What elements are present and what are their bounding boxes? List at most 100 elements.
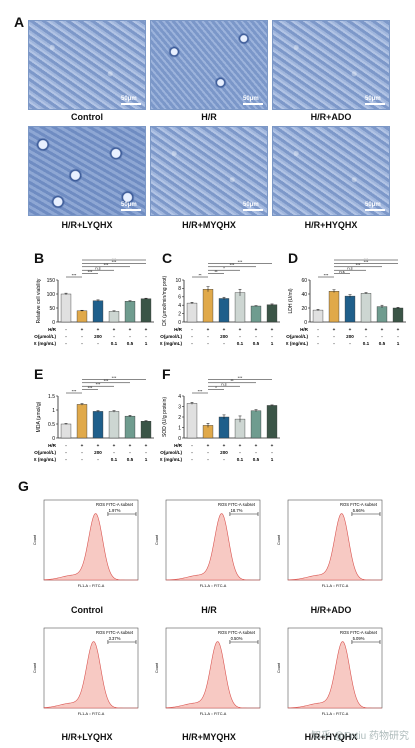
scale-bar: 50μm	[365, 96, 385, 105]
y-axis-title: Count	[155, 662, 159, 673]
group-cell: -	[191, 457, 193, 462]
group-cell: 200	[346, 334, 354, 339]
bar	[344, 295, 356, 323]
y-tick-label: 8	[178, 286, 181, 292]
group-row-label: H/R	[300, 327, 309, 332]
bar	[140, 421, 152, 439]
group-cell: +	[129, 327, 132, 332]
bar	[186, 403, 198, 439]
bar	[186, 302, 198, 323]
gate-title: ROS FITC-A subset	[340, 630, 378, 635]
group-cell: -	[65, 327, 67, 332]
bar	[312, 309, 324, 323]
y-tick-label: 40	[301, 292, 307, 298]
bar	[140, 298, 152, 323]
group-cell: -	[317, 334, 319, 339]
bar	[250, 305, 262, 323]
group-row-label: YQHX (mg/mL)	[34, 457, 56, 462]
group-cell: +	[397, 327, 400, 332]
gate-percentage: 0.50%	[231, 636, 243, 641]
gate-percentage: 5.66%	[353, 508, 365, 513]
group-cell: -	[381, 334, 383, 339]
group-cell: 0.1	[237, 341, 244, 346]
bar	[124, 301, 136, 323]
group-cell: -	[271, 334, 273, 339]
group-cell: +	[145, 443, 148, 448]
significance-label: ***	[230, 262, 235, 267]
group-cell: -	[239, 334, 241, 339]
group-cell: -	[333, 341, 335, 346]
group-cell: +	[129, 443, 132, 448]
significance-label: n.s	[95, 266, 100, 271]
y-tick-label: 1.5	[48, 394, 55, 400]
significance-label: ***	[364, 258, 369, 260]
y-tick-label: 2	[178, 415, 181, 421]
x-axis-title: FL1-A :: FITC-A	[78, 712, 105, 716]
y-tick-label: 0	[178, 320, 181, 326]
group-row-label: H/R	[174, 327, 183, 332]
bar	[328, 291, 340, 323]
y-tick-label: 1	[178, 425, 181, 431]
group-cell: 200	[94, 450, 102, 455]
group-cell: +	[365, 327, 368, 332]
y-tick-label: 4	[178, 303, 181, 309]
micrograph-hr-lyqhx: 50μm	[28, 126, 146, 216]
significance-label: ***	[112, 259, 117, 264]
y-tick-label: 0.5	[48, 422, 55, 428]
group-cell: -	[223, 457, 225, 462]
bar	[392, 307, 404, 323]
y-axis-title: Count	[277, 662, 281, 673]
group-cell: -	[191, 450, 193, 455]
panel-letter-d: D	[288, 250, 299, 266]
group-cell: +	[145, 327, 148, 332]
panel-letter-b: B	[34, 250, 45, 266]
gate-percentage: 18.7%	[231, 508, 243, 513]
histogram	[287, 641, 382, 709]
group-cell: 1	[145, 341, 148, 346]
group-row-label: YQHX (mg/mL)	[286, 341, 308, 346]
panel-letter-e: E	[34, 366, 44, 382]
gate-title: ROS FITC-A subset	[218, 502, 256, 507]
group-cell: +	[97, 443, 100, 448]
significance-label: n.s	[221, 382, 226, 387]
bar	[360, 293, 372, 323]
x-axis-title: FL1-A :: FITC-A	[200, 712, 227, 716]
group-cell: 0.5	[127, 457, 134, 462]
group-cell: +	[81, 443, 84, 448]
group-row-label: H/R	[48, 443, 57, 448]
x-axis-title: FL1-A :: FITC-A	[78, 584, 105, 588]
y-axis-title: Count	[33, 534, 37, 545]
gate-percentage: 5.09%	[353, 636, 365, 641]
significance-label: ***	[238, 375, 243, 380]
y-tick-label: 4	[178, 394, 181, 400]
group-cell: +	[207, 327, 210, 332]
y-tick-label: 6	[178, 295, 181, 301]
bar	[218, 298, 230, 323]
watermark: 知乎 @Fotiu 药物研究	[311, 731, 409, 742]
group-cell: -	[81, 450, 83, 455]
group-cell: +	[207, 443, 210, 448]
group-cell: -	[255, 334, 257, 339]
y-axis-title: Count	[277, 534, 281, 545]
group-cell: -	[129, 334, 131, 339]
y-tick-label: 50	[49, 306, 55, 312]
gate-percentage: 3.37%	[109, 636, 121, 641]
group-cell: 0.5	[253, 457, 260, 462]
histogram	[43, 513, 138, 581]
significance-label: ***	[88, 385, 93, 390]
group-cell: -	[349, 341, 351, 346]
bar	[76, 404, 88, 439]
gate-title: ROS FITC-A subset	[218, 630, 256, 635]
significance-label: ***	[198, 388, 203, 393]
significance-label: ***	[238, 259, 243, 264]
significance-label: n.s	[339, 269, 344, 274]
histogram	[43, 641, 138, 709]
group-cell: +	[97, 327, 100, 332]
y-tick-label: 10	[175, 278, 181, 284]
group-cell: 0.1	[237, 457, 244, 462]
group-cell: 0.1	[111, 457, 118, 462]
